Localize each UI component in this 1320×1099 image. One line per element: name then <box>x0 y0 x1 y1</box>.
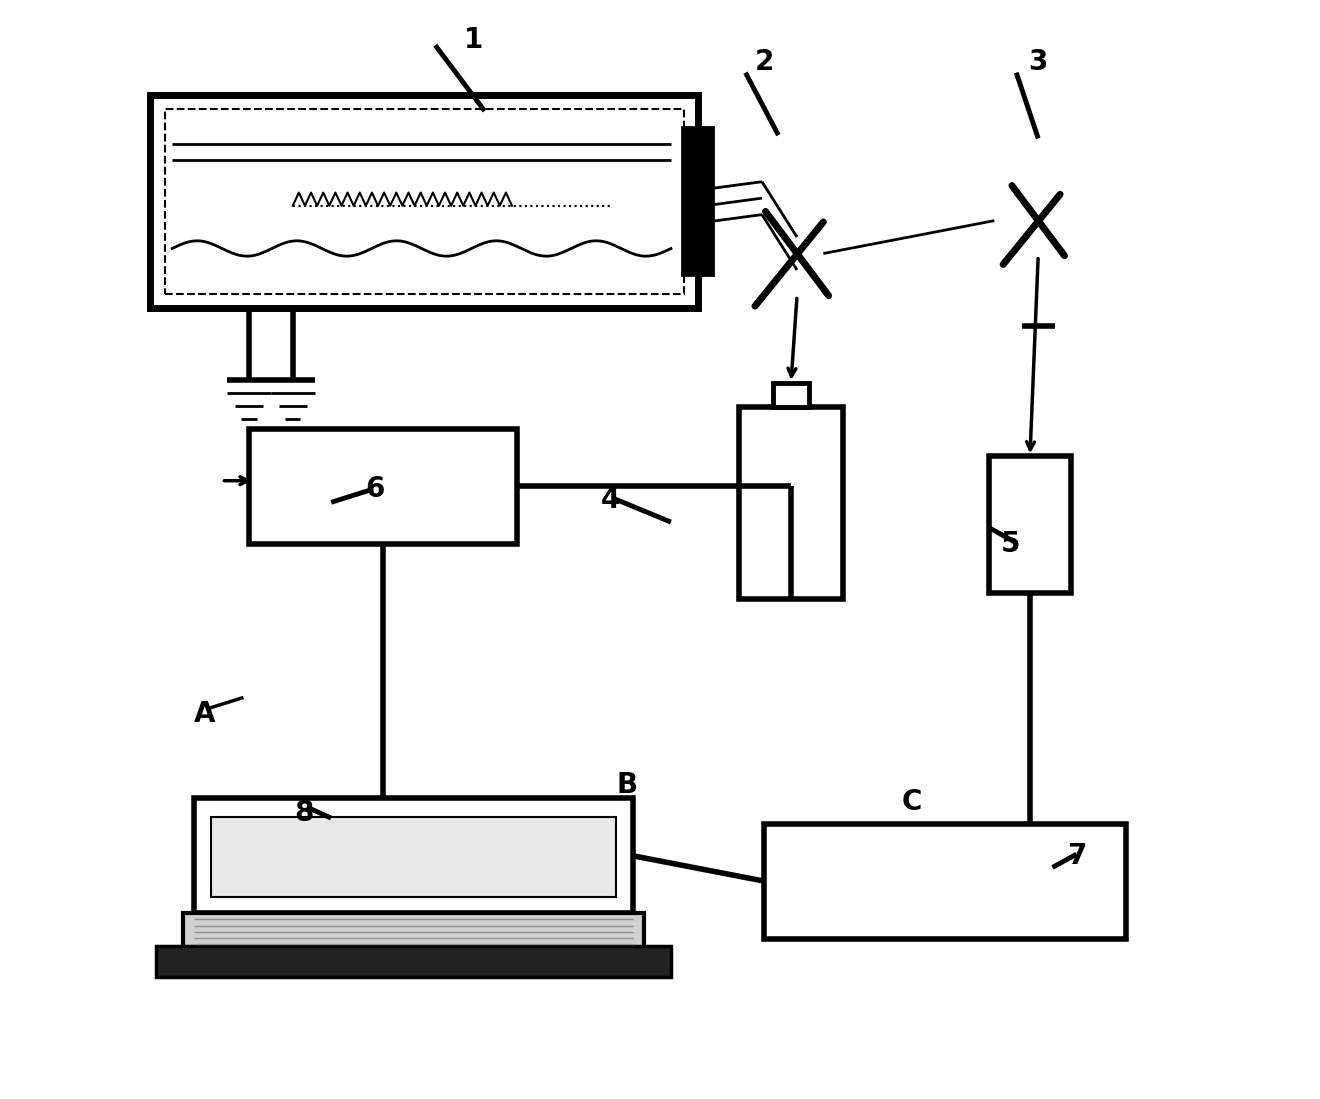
Bar <box>764 823 1126 939</box>
Text: 4: 4 <box>601 486 620 514</box>
Text: A: A <box>194 700 215 728</box>
Bar <box>183 913 644 950</box>
Bar <box>739 407 843 599</box>
Text: 6: 6 <box>366 475 384 503</box>
Bar <box>989 456 1071 593</box>
Bar <box>150 95 698 309</box>
Bar <box>249 429 517 544</box>
Bar <box>682 127 713 276</box>
Text: 3: 3 <box>1028 47 1048 76</box>
Text: B: B <box>616 771 638 799</box>
Text: 5: 5 <box>1001 530 1020 558</box>
Text: 1: 1 <box>465 25 483 54</box>
Bar <box>156 946 671 977</box>
Bar <box>165 109 684 295</box>
Text: 2: 2 <box>755 47 774 76</box>
Bar <box>774 382 809 407</box>
Bar <box>211 817 616 897</box>
Bar <box>194 798 632 913</box>
Text: 8: 8 <box>294 799 313 826</box>
Text: 7: 7 <box>1067 843 1086 870</box>
Text: C: C <box>902 788 923 815</box>
